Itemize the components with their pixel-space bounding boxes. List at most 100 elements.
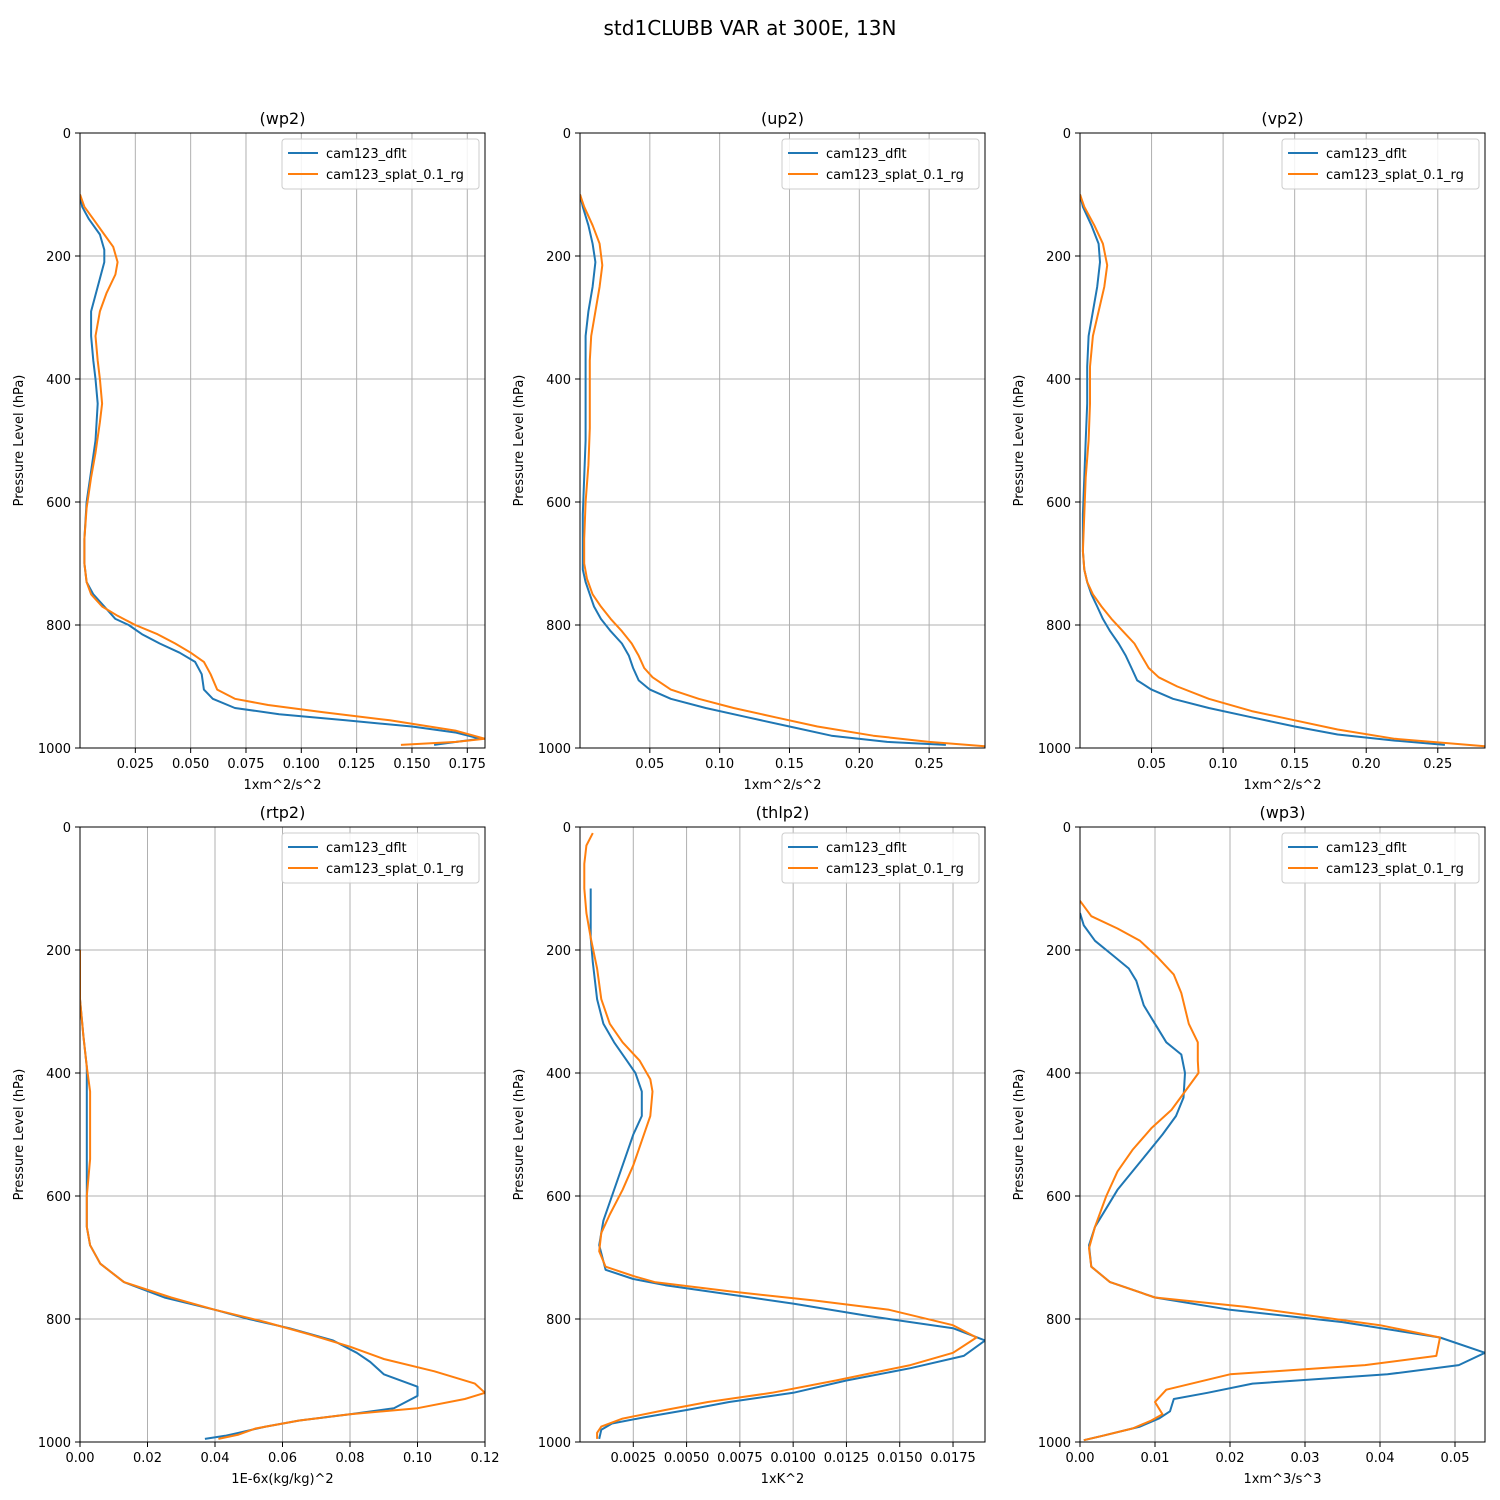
y-tick-label: 400 [546,1067,571,1082]
y-axis-label: Pressure Level (hPa) [512,1069,527,1201]
legend-label: cam123_dflt [1326,147,1407,162]
y-axis-label: Pressure Level (hPa) [12,1069,27,1201]
legend-label: cam123_dflt [326,841,407,856]
y-tick-label: 600 [1046,496,1071,511]
x-tick-label: 0.0025 [611,1451,657,1466]
subplot-vp2: 0.05 0.10 0.15 0.20 0.25 0 200 400 600 800 1000 (vp… [1012,109,1486,793]
series-line-cam123_dflt [80,194,482,746]
y-axis-label: Pressure Level (hPa) [512,375,527,507]
x-tick-label: 0.20 [845,757,874,772]
y-tick-label: 0 [63,821,71,836]
x-axis-label: 1xm^2/s^2 [743,778,821,793]
y-tick-label: 800 [1046,1313,1071,1328]
axes-frame [1079,132,1486,749]
y-tick-label: 400 [1046,373,1071,388]
x-tick-label: 0.15 [775,757,804,772]
x-tick-label: 0.00 [66,1451,95,1466]
x-tick-label: 0.0075 [717,1451,763,1466]
y-tick-label: 0 [563,127,571,142]
y-tick-label: 0 [1063,821,1071,836]
x-tick-label: 0.04 [1366,1451,1395,1466]
y-axis-label: Pressure Level (hPa) [12,375,27,507]
x-tick-label: 0.0175 [930,1451,976,1466]
subplot-title: (up2) [761,109,804,128]
x-tick-label: 0.150 [393,757,430,772]
y-tick-label: 600 [546,496,571,511]
x-tick-label: 0.02 [133,1451,162,1466]
y-tick-label: 1000 [38,1436,71,1451]
series-line-cam123_splat_0.1_rg [1080,194,1485,748]
legend-label: cam123_splat_0.1_rg [326,168,464,183]
series-line-cam123_dflt [1080,912,1485,1442]
x-tick-label: 0.05 [1137,757,1166,772]
x-tick-label: 0.01 [1141,1451,1170,1466]
legend: cam123_dflt cam123_splat_0.1_rg [281,138,480,190]
legend: cam123_dflt cam123_splat_0.1_rg [1281,138,1480,190]
legend-label: cam123_dflt [826,147,907,162]
subplot-wp2: 0.025 0.050 0.075 0.100 0.125 0.150 0.175 0 200 4… [12,109,486,793]
y-tick-label: 400 [46,373,71,388]
legend-box [781,138,980,190]
x-tick-label: 0.03 [1291,1451,1320,1466]
legend-label: cam123_splat_0.1_rg [1326,862,1464,877]
y-tick-label: 600 [46,1190,71,1205]
subplot-up2: 0.05 0.10 0.15 0.20 0.25 0 200 400 600 800 1000 (up… [512,109,986,793]
subplot-title: (vp2) [1261,109,1303,128]
y-tick-label: 600 [546,1190,571,1205]
x-axis-label: 1E-6x(kg/kg)^2 [231,1472,333,1487]
x-tick-label: 0.050 [172,757,209,772]
legend-label: cam123_splat_0.1_rg [326,862,464,877]
series-line-cam123_splat_0.1_rg [583,832,978,1439]
axes-frame [79,132,486,749]
legend-label: cam123_dflt [826,841,907,856]
x-axis-label: 1xm^2/s^2 [243,778,321,793]
x-tick-label: 0.025 [117,757,154,772]
subplot-title: (wp2) [260,109,306,128]
legend-label: cam123_dflt [326,147,407,162]
y-tick-label: 200 [546,250,571,265]
y-tick-label: 0 [63,127,71,142]
y-axis-label: Pressure Level (hPa) [1012,375,1027,507]
y-tick-label: 800 [1046,619,1071,634]
y-tick-label: 400 [1046,1067,1071,1082]
x-axis-label: 1xm^3/s^3 [1243,1472,1321,1487]
y-tick-label: 1000 [1038,742,1071,757]
x-tick-label: 0.10 [705,757,734,772]
x-tick-label: 0.25 [1423,757,1452,772]
y-tick-label: 1000 [1038,1436,1071,1451]
legend-box [1281,832,1480,884]
subplot-title: (wp3) [1260,803,1306,822]
y-tick-label: 800 [46,1313,71,1328]
x-tick-label: 0.0150 [877,1451,923,1466]
legend-box [281,138,480,190]
x-tick-label: 0.12 [471,1451,500,1466]
series-line-cam123_splat_0.1_rg [80,194,485,746]
x-tick-label: 0.15 [1280,757,1309,772]
y-tick-label: 1000 [538,742,571,757]
y-tick-label: 200 [1046,944,1071,959]
series-line-cam123_dflt [580,194,946,746]
subplot-rtp2: 0.00 0.02 0.04 0.06 0.08 0.10 0.12 0 200 400 600 80… [12,803,499,1487]
subplot-title: (thlp2) [756,803,810,822]
x-tick-label: 0.0050 [664,1451,710,1466]
axes-frame [579,132,986,749]
y-tick-label: 200 [46,944,71,959]
x-tick-label: 0.04 [201,1451,230,1466]
axes-frame [579,826,986,1443]
legend-label: cam123_splat_0.1_rg [1326,168,1464,183]
x-tick-label: 0.05 [635,757,664,772]
y-tick-label: 800 [546,619,571,634]
series-line-cam123_splat_0.1_rg [580,194,985,748]
x-tick-label: 0.05 [1441,1451,1470,1466]
axes-frame [1079,826,1486,1443]
x-tick-label: 0.10 [403,1451,432,1466]
legend-label: cam123_splat_0.1_rg [826,168,964,183]
y-tick-label: 200 [1046,250,1071,265]
x-tick-label: 0.00 [1066,1451,1095,1466]
x-tick-label: 0.125 [338,757,375,772]
series-line-cam123_splat_0.1_rg [1080,900,1441,1442]
y-tick-label: 0 [1063,127,1071,142]
x-tick-label: 0.06 [268,1451,297,1466]
y-tick-label: 200 [46,250,71,265]
